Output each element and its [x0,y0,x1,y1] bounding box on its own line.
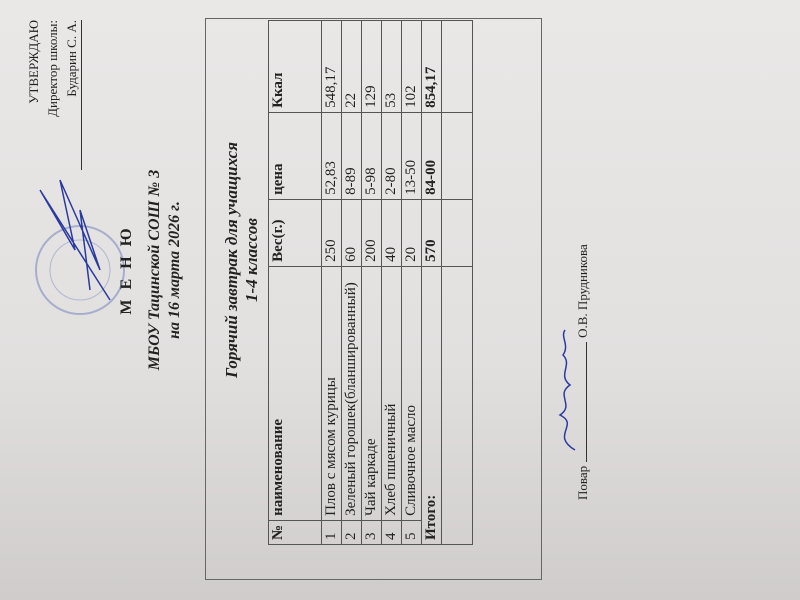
menu-date: на 16 марта 2026 г. [166,201,183,339]
cell-weight: 40 [381,199,402,267]
cell-kcal: 129 [361,20,382,113]
cell-number: 2 [341,520,362,545]
table-row: 2 Зеленый горошек(бланшированный) 60 8-8… [341,20,362,545]
approval-block: УТВЕРЖДАЮ Директор школы: Бударин С. А. [24,20,82,170]
empty-row [441,20,473,545]
cell-number: 1 [321,520,342,545]
cell-number: 5 [401,520,422,545]
approval-position: Директор школы: [45,20,60,117]
cook-label: Повар [575,465,590,500]
cell-price: 2-80 [381,112,402,200]
table-row: 3 Чай каркаде 200 5-98 129 [361,20,382,545]
cell-weight: 200 [361,199,382,267]
total-label: Итого: [421,266,442,545]
cell-price: 5-98 [361,112,382,200]
cell-price: 8-89 [341,112,362,200]
table-row: 1 Плов с мясом курицы 250 52,83 548,17 [321,20,342,545]
cell-weight: 20 [401,199,422,267]
approval-title: УТВЕРЖДАЮ [26,20,41,104]
school-heading: МБОУ Тацинской СОШ № 3 на 16 марта 2026 … [145,0,185,600]
cook-signature [586,341,587,462]
cell-price: 13-50 [401,112,422,200]
table-row: 4 Хлеб пшеничный 40 2-80 53 [381,20,402,545]
col-price: цена [268,112,322,200]
total-kcal: 854,17 [421,20,442,113]
meal-heading: Горячий завтрак для учащихся 1-4 классов [222,60,262,460]
cell-price: 52,83 [321,112,342,200]
table-header: № наименование Вес(г.) цена Ккал [268,20,322,545]
cell-name: Сливочное масло [401,266,422,521]
cell-kcal: 548,17 [321,20,342,113]
approval-name: Бударин С. А. [62,20,82,170]
total-weight: 570 [421,199,442,267]
director-signature-icon [39,179,111,301]
table-row: 5 Сливочное масло 20 13-50 102 [401,20,422,545]
cell-number: 4 [381,520,402,545]
school-name: МБОУ Тацинской СОШ № 3 [146,169,163,371]
menu-table: № наименование Вес(г.) цена Ккал 1 Плов … [268,20,473,545]
cell-name: Хлеб пшеничный [381,266,402,521]
cook-signature-icon [558,329,576,451]
cell-kcal: 53 [381,20,402,113]
total-price: 84-00 [421,112,442,200]
cook-name: О.В. Прудникова [575,244,590,338]
menu-title: М Е Н Ю [118,225,135,315]
col-weight: Вес(г.) [268,199,322,267]
meal-title: Горячий завтрак для учащихся [222,142,241,378]
cell-name: Зеленый горошек(бланшированный) [341,266,362,521]
cell-number: 3 [361,520,382,545]
col-name: наименование [268,266,322,521]
cell-weight: 60 [341,199,362,267]
stamp-icon [35,225,125,315]
meal-subtitle: 1-4 классов [242,218,261,302]
total-row: Итого: 570 84-00 854,17 [421,20,442,545]
cell-kcal: 102 [401,20,422,113]
col-number: № [268,520,322,545]
stamp-and-signature [35,179,125,315]
cell-kcal: 22 [341,20,362,113]
col-kcal: Ккал [268,20,322,113]
cell-weight: 250 [321,199,342,267]
cell-name: Чай каркаде [361,266,382,521]
cell-name: Плов с мясом курицы [321,266,342,521]
